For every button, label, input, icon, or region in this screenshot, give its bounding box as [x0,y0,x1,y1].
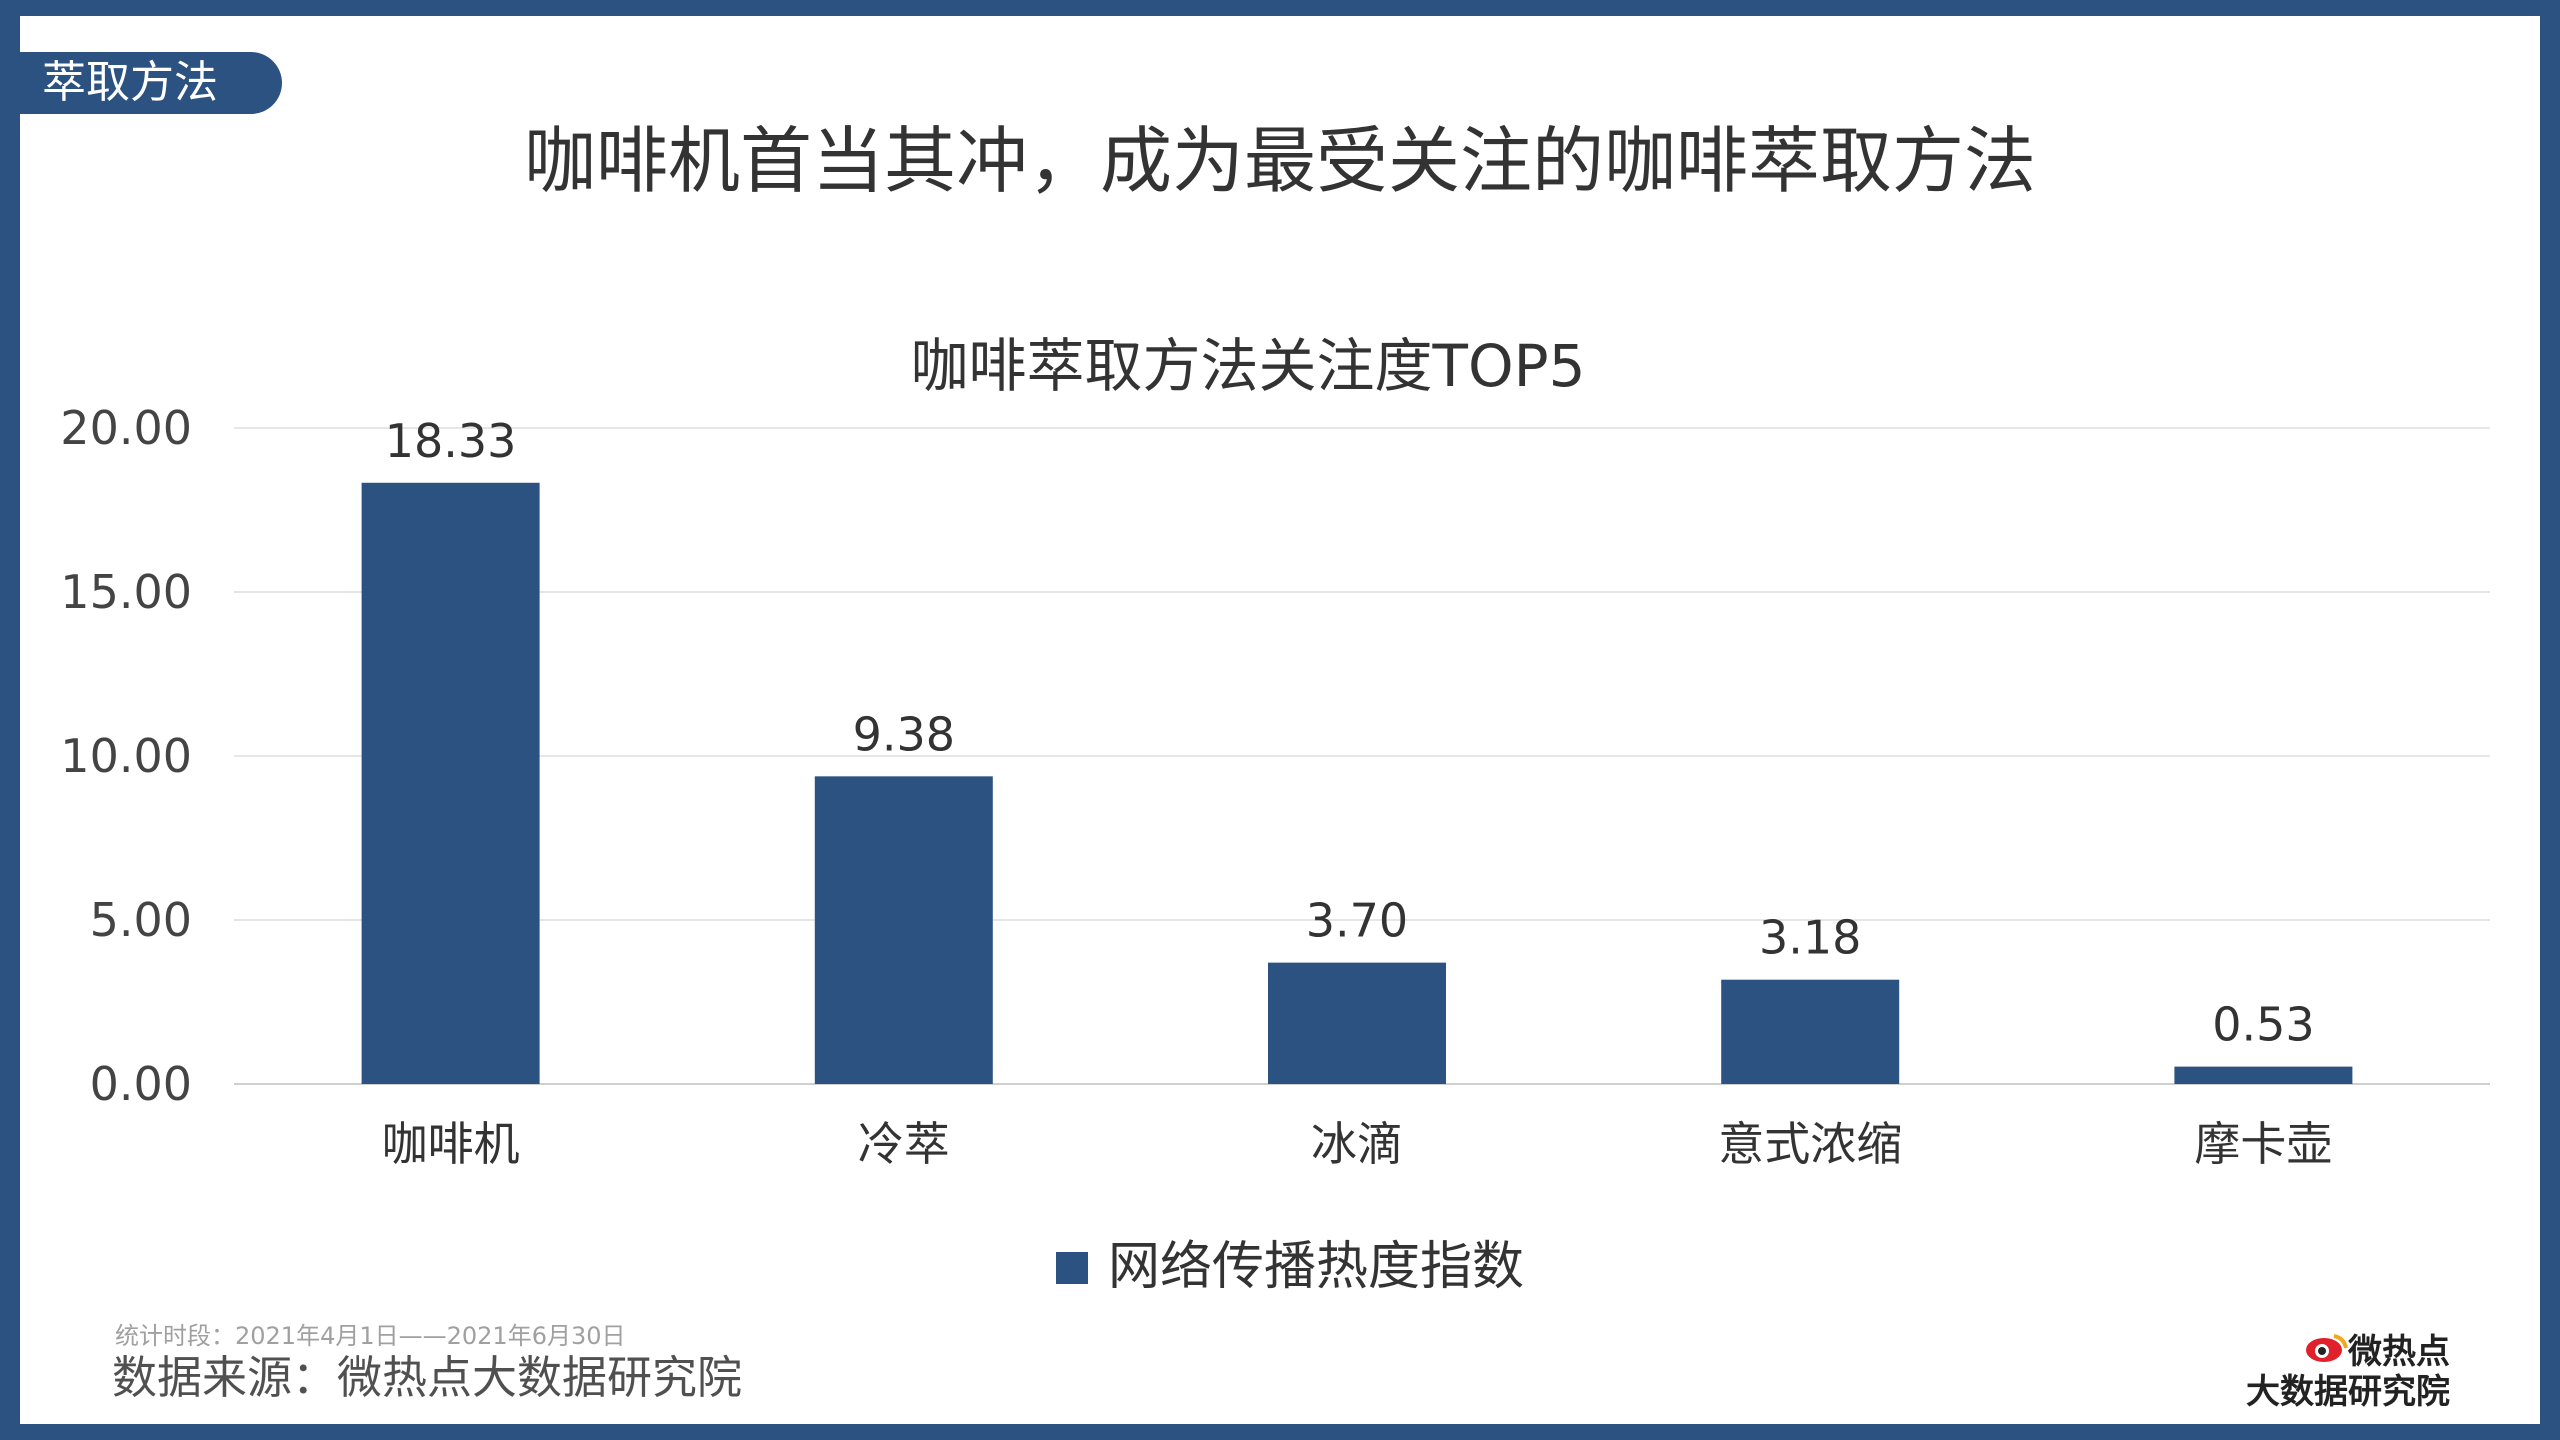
statistics-period: 统计时段：2021年4月1日——2021年6月30日 [115,1322,626,1350]
bar [814,776,993,1084]
y-axis-ticks: 0.00 5.00 10.00 15.00 20.00 [60,401,192,1111]
x-axis-ticks: 咖啡机 冷萃 冰滴 意式浓缩 摩卡壶 [382,1117,2333,1171]
data-source: 数据来源：微热点大数据研究院 [112,1351,743,1404]
x-tick-label: 冰滴 [1311,1117,1403,1171]
legend: 网络传播热度指数 [1056,1237,1524,1297]
logo-text-top: 微热点 [2348,1332,2450,1372]
bar [1721,979,1900,1084]
x-tick-label: 意式浓缩 [1718,1117,1902,1171]
section-tag: 萃取方法 [20,52,282,114]
x-tick-label: 冷萃 [858,1117,950,1171]
legend-swatch [1056,1252,1088,1284]
data-labels: 18.33 9.38 3.70 3.18 0.53 [385,414,2315,1052]
bar [1268,962,1446,1084]
y-tick-label: 15.00 [60,565,192,619]
data-label: 3.18 [1759,911,1861,965]
bar [361,482,540,1084]
y-tick-label: 0.00 [90,1057,192,1111]
y-tick-label: 20.00 [60,401,192,455]
data-label: 9.38 [853,707,955,761]
y-tick-label: 10.00 [60,729,192,783]
bar [2174,1066,2353,1084]
chart-title: 咖啡萃取方法关注度TOP5 [911,332,1586,400]
brand-logo: 微热点 大数据研究院 [2246,1328,2506,1424]
bar-chart: 咖啡萃取方法关注度TOP5 0.00 5.00 10.00 15.00 20.00 18… [60,332,2490,1297]
x-tick-label: 摩卡壶 [2194,1117,2332,1171]
eye-logo-icon [2306,1334,2348,1362]
bars [361,482,2353,1084]
gridlines [234,427,2490,1085]
data-label: 3.70 [1306,894,1408,948]
x-tick-label: 咖啡机 [382,1117,520,1171]
page-title: 咖啡机首当其冲，成为最受关注的咖啡萃取方法 [523,119,2036,203]
data-label: 0.53 [2212,998,2314,1052]
logo-text-bottom: 大数据研究院 [2246,1372,2450,1412]
data-label: 18.33 [385,414,517,468]
y-tick-label: 5.00 [90,893,192,947]
legend-label: 网络传播热度指数 [1108,1237,1524,1297]
